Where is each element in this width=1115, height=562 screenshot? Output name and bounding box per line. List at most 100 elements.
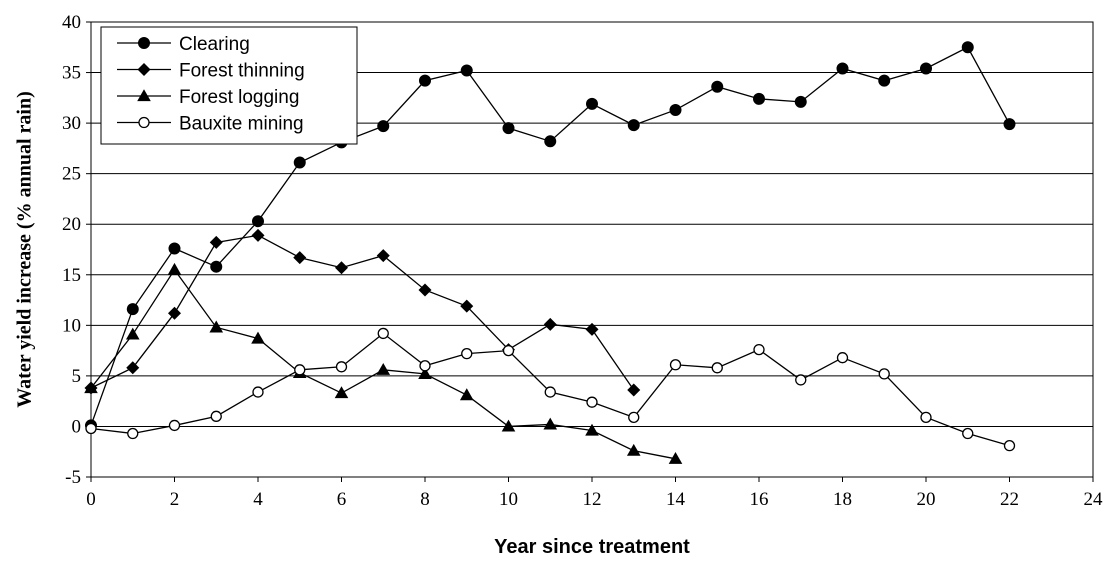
- series-forest-thinning: [84, 228, 641, 397]
- data-point-forest-logging: [84, 381, 98, 394]
- data-point-clearing: [419, 74, 431, 87]
- data-point-forest-logging: [543, 417, 558, 430]
- data-point-forest-logging: [125, 327, 140, 340]
- data-point-bauxite-mining: [628, 411, 640, 423]
- data-point-forest-thinning: [209, 235, 223, 249]
- data-point-forest-thinning: [335, 261, 348, 275]
- data-point-clearing: [293, 156, 306, 169]
- x-tick-label: 24: [1084, 489, 1104, 510]
- data-point-bauxite-mining: [335, 361, 348, 373]
- data-point-bauxite-mining: [962, 427, 974, 440]
- data-point-forest-thinning: [376, 249, 390, 263]
- series-line-forest-thinning: [90, 234, 635, 391]
- data-point-clearing: [377, 120, 390, 133]
- legend-entry-clearing: Clearing: [117, 34, 250, 55]
- data-point-bauxite-mining: [377, 327, 389, 340]
- legend-marker-forest-logging: [137, 89, 151, 102]
- data-point-forest-logging: [585, 423, 599, 436]
- data-point-clearing: [794, 95, 807, 108]
- data-point-clearing: [711, 80, 724, 93]
- x-tick-label: 0: [86, 489, 96, 510]
- y-tick-label: -5: [65, 467, 81, 488]
- data-point-forest-thinning: [293, 251, 307, 265]
- data-point-bauxite-mining: [252, 386, 264, 398]
- data-point-bauxite-mining: [836, 352, 849, 364]
- data-point-bauxite-mining: [920, 411, 932, 423]
- data-point-bauxite-mining: [1003, 440, 1016, 452]
- data-point-clearing: [627, 119, 640, 132]
- data-point-forest-thinning: [627, 383, 641, 397]
- data-point-bauxite-mining: [544, 386, 556, 398]
- data-point-forest-logging: [334, 386, 349, 399]
- data-point-clearing: [961, 41, 974, 54]
- data-point-bauxite-mining: [85, 422, 97, 435]
- data-point-clearing: [544, 135, 557, 148]
- data-point-clearing: [920, 62, 932, 75]
- x-tick-label: 14: [666, 489, 686, 510]
- y-tick-label: 5: [72, 366, 82, 387]
- data-point-forest-logging: [626, 443, 641, 456]
- legend-label: Forest thinning: [179, 61, 305, 82]
- series-clearing: [85, 41, 1016, 432]
- data-point-forest-logging: [418, 367, 432, 379]
- data-point-clearing: [1003, 118, 1016, 131]
- series-forest-logging: [84, 262, 683, 464]
- data-point-bauxite-mining: [753, 343, 765, 356]
- data-point-forest-logging: [251, 331, 265, 344]
- data-point-forest-logging: [501, 419, 516, 432]
- data-point-forest-thinning: [126, 361, 140, 375]
- legend-marker-bauxite-mining: [138, 116, 150, 129]
- y-tick-label: 20: [62, 214, 81, 235]
- y-axis-label: Water yield increase (% annual rain): [14, 91, 36, 407]
- data-point-clearing: [878, 74, 891, 87]
- x-tick-label: 10: [499, 489, 518, 510]
- y-tick-label: 0: [72, 416, 82, 437]
- data-point-bauxite-mining: [168, 419, 181, 432]
- y-tick-label: 15: [62, 265, 81, 286]
- x-tick-label: 8: [420, 489, 430, 510]
- data-point-clearing: [586, 97, 598, 110]
- legend-entry-forest-logging: Forest logging: [117, 87, 299, 108]
- x-tick-label: 20: [917, 489, 936, 510]
- data-point-forest-logging: [668, 452, 683, 464]
- data-point-clearing: [252, 215, 264, 228]
- x-axis-tick-labels: 0 2 4 6 8 10 12 14 16 18 20 22 24: [86, 489, 1103, 510]
- data-point-bauxite-mining: [795, 374, 807, 386]
- data-point-clearing: [669, 103, 682, 116]
- data-point-bauxite-mining: [419, 360, 431, 372]
- legend: Clearing Forest thinning Forest logging Bau…: [100, 26, 358, 145]
- legend-marker-clearing: [138, 37, 150, 49]
- data-point-forest-logging: [209, 320, 224, 333]
- data-point-bauxite-mining: [294, 364, 306, 376]
- y-axis-tick-labels: -5 0 5 10 15 20 25 30 35 40: [62, 12, 81, 488]
- x-tick-label: 2: [170, 489, 180, 510]
- data-point-forest-thinning: [585, 322, 599, 336]
- legend-label: Bauxite mining: [179, 114, 304, 135]
- y-tick-label: 25: [62, 164, 81, 185]
- x-tick-label: 18: [833, 489, 852, 510]
- data-point-forest-logging: [376, 363, 391, 375]
- x-axis-label: Year since treatment: [494, 536, 690, 558]
- data-point-bauxite-mining: [586, 396, 598, 408]
- x-tick-label: 16: [750, 489, 769, 510]
- data-point-bauxite-mining: [878, 368, 890, 380]
- data-point-forest-thinning: [168, 306, 181, 320]
- legend-entry-bauxite-mining: Bauxite mining: [117, 114, 304, 135]
- legend-entry-forest-thinning: Forest thinning: [117, 61, 305, 82]
- data-point-clearing: [753, 92, 765, 105]
- x-tick-label: 22: [1000, 489, 1019, 510]
- data-point-forest-thinning: [251, 228, 265, 242]
- data-point-clearing: [836, 62, 849, 75]
- data-point-bauxite-mining: [711, 362, 723, 374]
- data-point-clearing: [126, 303, 139, 316]
- data-point-forest-thinning: [460, 299, 474, 313]
- y-tick-label: 10: [62, 315, 81, 336]
- y-tick-label: 30: [62, 113, 81, 134]
- legend-marker-forest-thinning: [137, 63, 151, 76]
- data-point-clearing: [460, 64, 473, 77]
- data-point-forest-thinning: [418, 283, 432, 297]
- x-tick-label: 12: [583, 489, 602, 510]
- series-bauxite-mining: [85, 327, 1016, 452]
- x-tick-label: 4: [253, 489, 263, 510]
